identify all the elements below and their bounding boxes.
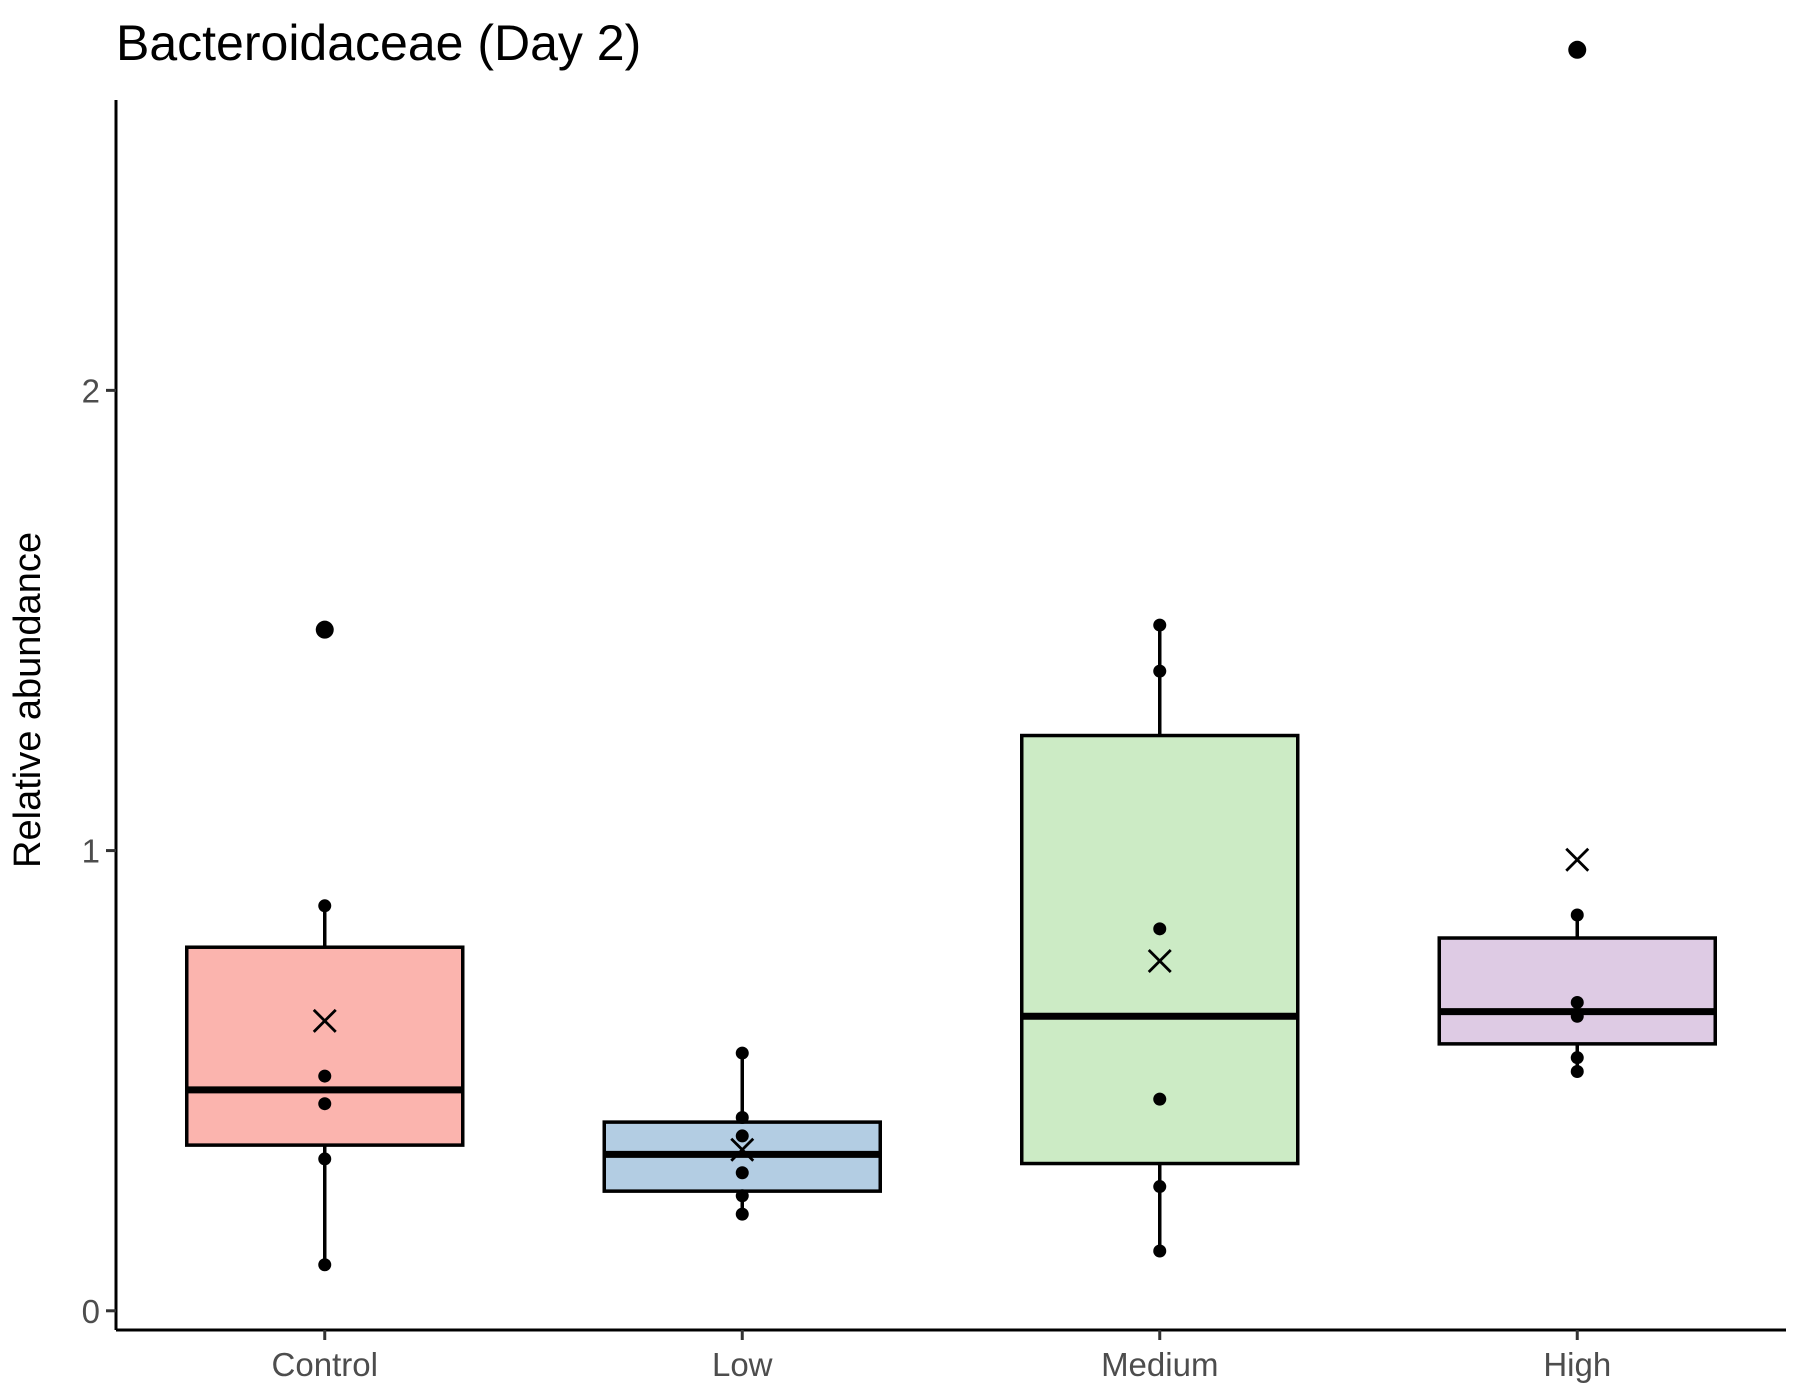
- x-tick-label: Medium: [1101, 1346, 1218, 1383]
- y-tick-label: 1: [82, 833, 100, 870]
- data-point: [1570, 1064, 1584, 1078]
- data-point: [318, 1152, 332, 1166]
- data-point: [735, 1166, 749, 1180]
- data-point: [735, 1207, 749, 1221]
- box: [1020, 733, 1300, 1166]
- data-point: [318, 623, 332, 637]
- data-point: [1153, 1244, 1167, 1258]
- box: [1437, 936, 1717, 1046]
- data-point: [735, 1046, 749, 1060]
- data-point: [1570, 1051, 1584, 1065]
- mean-marker: [730, 1137, 755, 1162]
- x-tick-label: Low: [712, 1346, 773, 1383]
- data-point: [1570, 995, 1584, 1009]
- data-point: [1153, 1180, 1167, 1194]
- data-point: [318, 1258, 332, 1272]
- box: [185, 945, 465, 1147]
- data-point: [735, 1129, 749, 1143]
- data-point: [735, 1189, 749, 1203]
- plot-area: 0 1 2 Control Low Medium High: [82, 40, 1786, 1383]
- y-tick-label: 2: [82, 372, 100, 409]
- mean-marker: [1147, 949, 1172, 974]
- data-point: [318, 899, 332, 913]
- x-tick-label: Control: [272, 1346, 378, 1383]
- y-tick-label: 0: [82, 1293, 100, 1330]
- chart-title: Bacteroidaceae (Day 2): [116, 15, 642, 71]
- data-point: [318, 1069, 332, 1083]
- data-point: [1570, 908, 1584, 922]
- y-axis-title: Relative abundance: [7, 532, 49, 868]
- data-point: [735, 1111, 749, 1125]
- x-tick-label: High: [1543, 1346, 1611, 1383]
- mean-marker: [1565, 847, 1590, 872]
- data-point: [1570, 1009, 1584, 1023]
- data-point: [1153, 618, 1167, 632]
- data-point: [1153, 1092, 1167, 1106]
- data-point: [1153, 922, 1167, 936]
- data-point: [1153, 664, 1167, 678]
- mean-marker: [312, 1008, 337, 1033]
- data-point: [1570, 43, 1584, 57]
- data-point: [318, 1097, 332, 1111]
- y-axis-title-group: Relative abundance: [7, 532, 49, 868]
